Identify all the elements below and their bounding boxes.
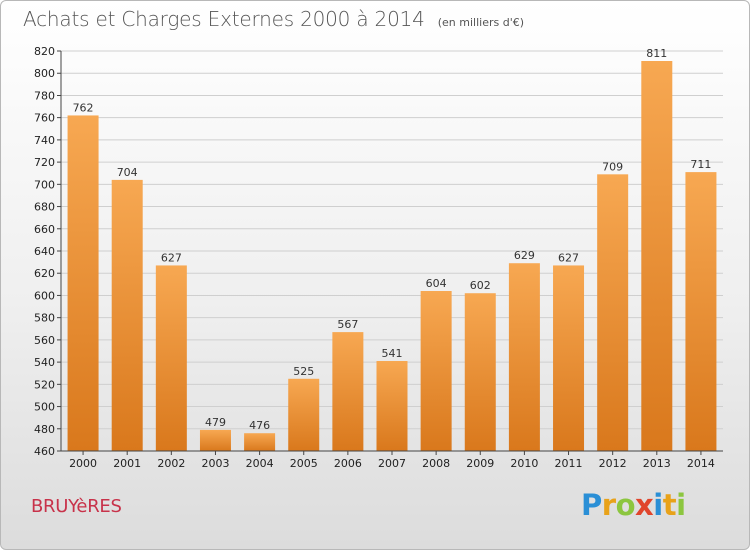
y-tick-label: 680	[34, 201, 55, 214]
logo-letter: t	[662, 488, 677, 522]
value-label: 604	[426, 277, 447, 290]
bar-2008	[420, 291, 452, 451]
logo-letter: o	[615, 488, 636, 522]
y-tick-label: 480	[34, 423, 55, 436]
bar-2014	[685, 172, 717, 451]
y-tick-label: 820	[34, 45, 55, 58]
x-tick-label: 2001	[113, 457, 141, 470]
bar-2004	[244, 433, 276, 451]
bar-2000	[67, 115, 99, 451]
axes: 460 480 500 520 540 560 580 600 620 640 660 680 700 7…	[34, 45, 723, 470]
y-tick-label: 500	[34, 401, 55, 414]
logo-letter: x	[635, 488, 654, 522]
y-tick-label: 600	[34, 289, 55, 302]
value-label: 602	[470, 279, 491, 292]
value-label: 709	[602, 160, 623, 173]
bar-2006	[332, 332, 364, 451]
x-tick-label: 2003	[201, 457, 229, 470]
y-tick-label: 580	[34, 312, 55, 325]
bar-2011	[553, 265, 585, 451]
value-label: 811	[646, 47, 667, 60]
x-tick-label: 2011	[555, 457, 583, 470]
y-tick-label: 760	[34, 112, 55, 125]
x-tick-label: 2005	[290, 457, 318, 470]
value-label: 476	[249, 419, 270, 432]
bar-2010	[508, 263, 540, 451]
y-tick-label: 640	[34, 245, 55, 258]
logo-letter: r	[601, 488, 616, 522]
bar-2009	[464, 293, 496, 451]
place-name: BRUYèRES	[31, 496, 122, 517]
value-label: 479	[205, 416, 226, 429]
value-label: 704	[117, 166, 138, 179]
y-tick-label: 460	[34, 445, 55, 458]
x-tick-label: 2000	[69, 457, 97, 470]
proxiti-logo: Proxiti	[581, 488, 686, 522]
x-tick-label: 2013	[643, 457, 671, 470]
x-tick-label: 2008	[422, 457, 450, 470]
y-tick-label: 800	[34, 67, 55, 80]
bars: 762 704 627 479 476 525 567 541 604 602 629 627 709 8…	[67, 47, 717, 452]
y-tick-label: 620	[34, 267, 55, 280]
bar-2007	[376, 361, 408, 451]
value-label: 567	[337, 318, 358, 331]
x-tick-label: 2004	[246, 457, 274, 470]
bar-2001	[111, 179, 143, 451]
x-tick-label: 2007	[378, 457, 406, 470]
y-tick-label: 520	[34, 378, 55, 391]
value-label: 627	[558, 251, 579, 264]
value-label: 629	[514, 249, 535, 262]
x-tick-label: 2012	[599, 457, 627, 470]
y-tick-label: 540	[34, 356, 55, 369]
chart-title: Achats et Charges Externes 2000 à 2014 (…	[23, 7, 524, 31]
value-label: 711	[690, 158, 711, 171]
value-label: 762	[73, 101, 94, 114]
unit-text: (en milliers d'€)	[437, 16, 525, 29]
logo-letter: P	[581, 488, 602, 522]
value-label: 627	[161, 251, 182, 264]
bar-2005	[288, 378, 320, 451]
logo-letter: i	[676, 488, 686, 522]
title-text: Achats et Charges Externes 2000 à 2014	[23, 7, 425, 31]
value-label: 525	[293, 365, 314, 378]
bar-2013	[641, 61, 673, 451]
x-tick-label: 2009	[466, 457, 494, 470]
bar-2003	[199, 429, 231, 451]
y-tick-label: 720	[34, 156, 55, 169]
bar-2002	[155, 265, 187, 451]
x-tick-label: 2014	[687, 457, 715, 470]
value-label: 541	[382, 347, 403, 360]
x-tick-label: 2006	[334, 457, 362, 470]
y-tick-label: 740	[34, 134, 55, 147]
y-tick-label: 780	[34, 89, 55, 102]
y-tick-label: 660	[34, 223, 55, 236]
bar-2012	[597, 174, 629, 452]
x-tick-label: 2002	[157, 457, 185, 470]
y-tick-label: 560	[34, 334, 55, 347]
x-tick-label: 2010	[510, 457, 538, 470]
logo-letter: i	[653, 488, 663, 522]
y-tick-label: 700	[34, 178, 55, 191]
